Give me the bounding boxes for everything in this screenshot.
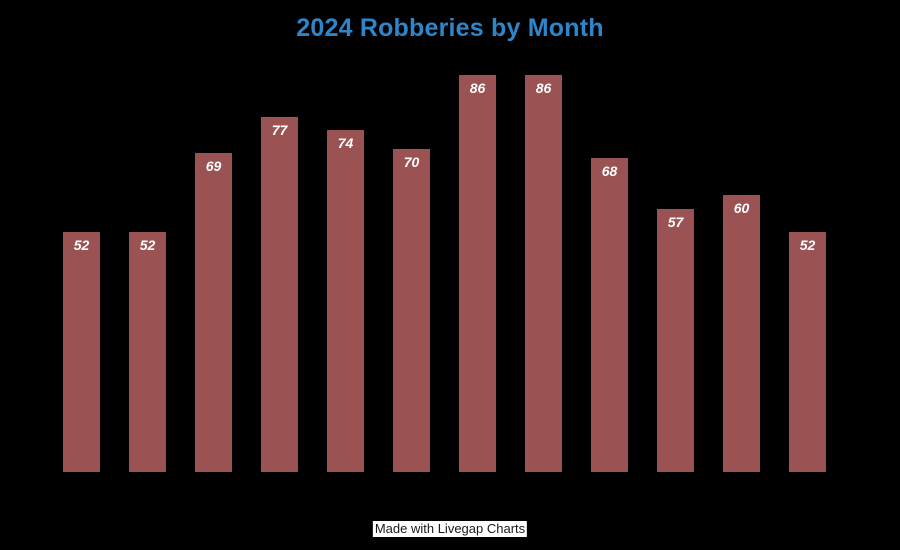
bar-dec: 52 bbox=[789, 232, 826, 472]
bar-value-label: 86 bbox=[469, 80, 486, 96]
bar-mar: 69 bbox=[195, 153, 232, 472]
bar-apr: 77 bbox=[261, 117, 298, 472]
bar-sep: 68 bbox=[591, 158, 628, 472]
livegap-watermark: Made with Livegap Charts bbox=[372, 521, 528, 537]
bar-jul: 86 bbox=[459, 75, 496, 472]
bar-value-label: 86 bbox=[535, 80, 552, 96]
bar-value-label: 68 bbox=[601, 163, 618, 179]
bar-jun: 70 bbox=[393, 149, 430, 472]
bar-oct: 57 bbox=[657, 209, 694, 472]
bar-value-label: 77 bbox=[271, 122, 288, 138]
bar-value-label: 70 bbox=[403, 154, 420, 170]
bar-value-label: 57 bbox=[667, 214, 684, 230]
bar-value-label: 52 bbox=[73, 237, 90, 253]
bar-aug: 86 bbox=[525, 75, 562, 472]
bar-jan: 52 bbox=[63, 232, 100, 472]
bar-value-label: 52 bbox=[139, 237, 156, 253]
bar-value-label: 74 bbox=[337, 135, 354, 151]
bar-chart-plot-area: 52 52 69 77 74 70 86 86 68 57 60 52 bbox=[63, 75, 826, 472]
bar-value-label: 60 bbox=[733, 200, 750, 216]
bar-value-label: 69 bbox=[205, 158, 222, 174]
bar-nov: 60 bbox=[723, 195, 760, 472]
bar-value-label: 52 bbox=[799, 237, 816, 253]
bar-may: 74 bbox=[327, 130, 364, 472]
bar-feb: 52 bbox=[129, 232, 166, 472]
chart-title: 2024 Robberies by Month bbox=[296, 14, 604, 42]
